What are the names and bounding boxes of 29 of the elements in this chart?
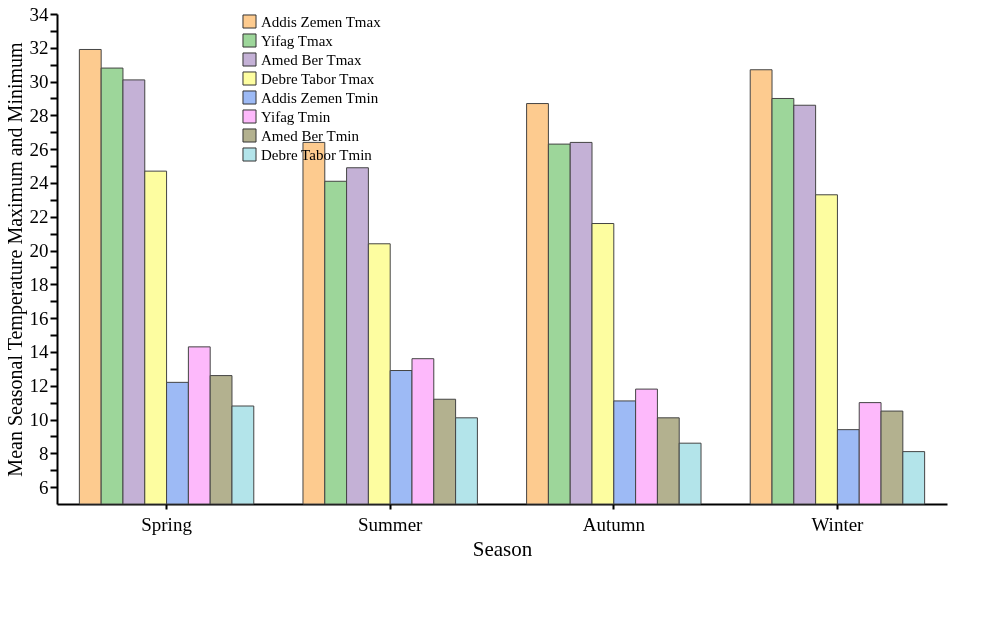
y-tick-label: 26	[29, 138, 49, 160]
y-tick-label: 6	[39, 476, 49, 498]
legend-label: Yifag Tmax	[261, 32, 334, 49]
y-tick-label: 28	[29, 104, 49, 126]
x-axis-title: Season	[472, 536, 533, 561]
y-tick-label: 14	[29, 341, 49, 363]
legend-label: Amed Ber Tmax	[261, 51, 363, 68]
y-axis-title: Mean Seasonal Temperature Maximum and Minimum	[3, 41, 27, 477]
y-tick-label: 16	[29, 307, 49, 329]
y-tick-label: 10	[29, 409, 49, 431]
y-tick-label: 12	[29, 375, 49, 397]
y-tick-label: 20	[29, 240, 49, 262]
y-tick-label: 30	[29, 71, 49, 93]
x-tick-label: Summer	[358, 513, 424, 535]
legend-label: Debre Tabor Tmin	[261, 146, 373, 163]
legend-label: Addis Zemen Tmin	[261, 89, 379, 106]
legend-label: Yifag Tmin	[261, 108, 331, 125]
y-tick-label: 18	[29, 273, 49, 295]
x-tick-label: Autumn	[582, 513, 646, 535]
legend-label: Amed Ber Tmin	[261, 127, 360, 144]
x-tick-label: Spring	[141, 513, 193, 535]
y-tick-label: 8	[39, 442, 49, 464]
y-tick-label: 34	[29, 3, 49, 25]
x-tick-label: Winter	[811, 513, 865, 535]
legend-label: Debre Tabor Tmax	[261, 70, 375, 87]
y-tick-label: 22	[29, 206, 49, 228]
y-tick-label: 24	[29, 172, 49, 194]
y-tick-label: 32	[29, 37, 49, 59]
legend-label: Addis Zemen Tmax	[261, 13, 382, 30]
